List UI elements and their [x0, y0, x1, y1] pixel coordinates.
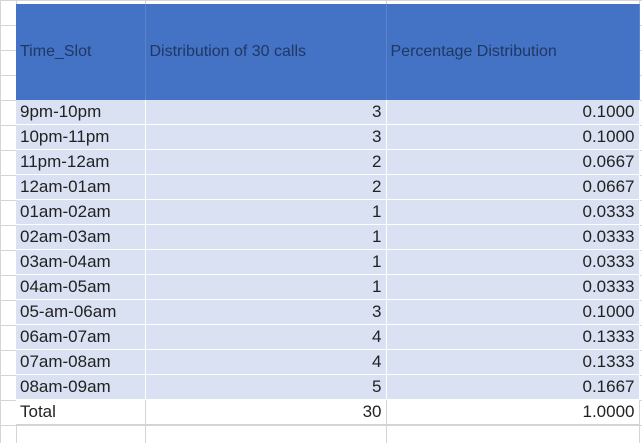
cell-calls[interactable]: 1	[145, 224, 387, 250]
total-row: Total 30 1.0000	[16, 399, 640, 425]
cell-percentage[interactable]: 0.1333	[386, 324, 640, 350]
cell-time-slot[interactable]: 08am-09am	[16, 374, 146, 400]
cell-time-slot[interactable]: 05-am-06am	[16, 299, 146, 325]
cell-time-slot[interactable]: 11pm-12am	[16, 149, 146, 175]
cell-calls[interactable]: 1	[145, 249, 387, 275]
cell-calls[interactable]: 4	[145, 324, 387, 350]
cell-time-slot[interactable]: 01am-02am	[16, 199, 146, 225]
cell-percentage[interactable]: 0.0667	[386, 174, 640, 200]
table-row: 04am-05am 1 0.0333	[16, 274, 640, 300]
cell-calls[interactable]: 1	[145, 199, 387, 225]
table-row: 11pm-12am 2 0.0667	[16, 149, 640, 175]
header-cell-percentage[interactable]: Percentage Distribution	[386, 4, 640, 100]
cell-calls[interactable]: 3	[145, 124, 387, 150]
cell-time-slot[interactable]: 03am-04am	[16, 249, 146, 275]
cell-percentage[interactable]: 0.1000	[386, 299, 640, 325]
cell-calls[interactable]: 3	[145, 100, 387, 125]
cell-percentage[interactable]: 0.0667	[386, 149, 640, 175]
cell-calls[interactable]: 3	[145, 299, 387, 325]
cell-time-slot[interactable]: 07am-08am	[16, 349, 146, 375]
table-row: 9pm-10pm 3 0.1000	[16, 100, 640, 125]
cell-percentage[interactable]: 0.0333	[386, 249, 640, 275]
header-cell-distribution[interactable]: Distribution of 30 calls	[145, 4, 387, 100]
cell-total-calls[interactable]: 30	[145, 399, 387, 425]
column-gridline	[639, 0, 640, 443]
cell-percentage[interactable]: 0.1000	[386, 100, 640, 125]
table-row: 01am-02am 1 0.0333	[16, 199, 640, 225]
cell-time-slot[interactable]: 04am-05am	[16, 274, 146, 300]
cell-total-label[interactable]: Total	[16, 399, 146, 425]
cell-percentage[interactable]: 0.0333	[386, 274, 640, 300]
cell-time-slot[interactable]: 9pm-10pm	[16, 100, 146, 125]
cell-time-slot[interactable]: 10pm-11pm	[16, 124, 146, 150]
table-row: 05-am-06am 3 0.1000	[16, 299, 640, 325]
table-row: 12am-01am 2 0.0667	[16, 174, 640, 200]
cell-percentage[interactable]: 0.0333	[386, 224, 640, 250]
cell-time-slot[interactable]: 06am-07am	[16, 324, 146, 350]
cell-time-slot[interactable]: 02am-03am	[16, 224, 146, 250]
cell-calls[interactable]: 4	[145, 349, 387, 375]
header-row: Time_Slot Distribution of 30 calls Perce…	[16, 4, 640, 100]
cell-percentage[interactable]: 0.1333	[386, 349, 640, 375]
call-distribution-table: Time_Slot Distribution of 30 calls Perce…	[16, 4, 640, 425]
cell-total-percentage[interactable]: 1.0000	[386, 399, 640, 425]
table-row: 06am-07am 4 0.1333	[16, 324, 640, 350]
cell-time-slot[interactable]: 12am-01am	[16, 174, 146, 200]
cell-calls[interactable]: 2	[145, 174, 387, 200]
cell-calls[interactable]: 5	[145, 374, 387, 400]
cell-percentage[interactable]: 0.1000	[386, 124, 640, 150]
table-row: 08am-09am 5 0.1667	[16, 374, 640, 400]
cell-percentage[interactable]: 0.0333	[386, 199, 640, 225]
header-cell-time-slot[interactable]: Time_Slot	[16, 4, 146, 100]
cell-calls[interactable]: 2	[145, 149, 387, 175]
table-row: 10pm-11pm 3 0.1000	[16, 124, 640, 150]
table-row: 03am-04am 1 0.0333	[16, 249, 640, 275]
cell-percentage[interactable]: 0.1667	[386, 374, 640, 400]
cell-calls[interactable]: 1	[145, 274, 387, 300]
table-row: 02am-03am 1 0.0333	[16, 224, 640, 250]
table-row: 07am-08am 4 0.1333	[16, 349, 640, 375]
